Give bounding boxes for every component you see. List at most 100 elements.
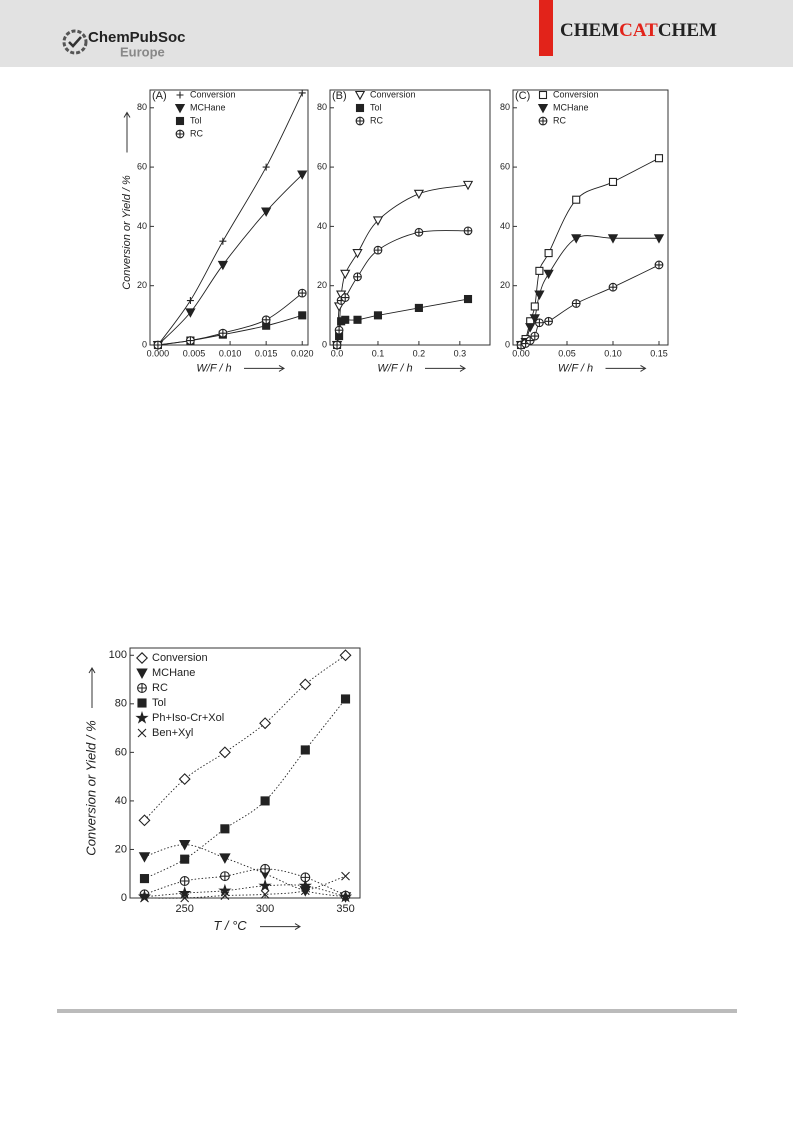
marker-part (355, 103, 365, 113)
marker (571, 234, 582, 244)
marker-part (299, 678, 312, 691)
marker (414, 227, 424, 237)
marker-part (298, 878, 312, 892)
plot-frame (129, 647, 361, 899)
marker-part (180, 854, 190, 864)
marker-part (338, 889, 353, 903)
marker-part (138, 814, 151, 827)
marker (219, 871, 230, 882)
x-tick-label: 0.020 (291, 348, 314, 358)
marker (353, 272, 362, 282)
marker-part (655, 261, 663, 269)
y-tick-label: 20 (115, 843, 127, 855)
marker-part (372, 216, 384, 226)
marker (218, 746, 231, 759)
marker-part (136, 652, 148, 664)
y-tick-label: 20 (500, 280, 510, 290)
marker-part (525, 323, 536, 333)
marker-part (186, 336, 195, 345)
x-axis-arrow (425, 364, 466, 372)
marker (140, 893, 149, 903)
marker-part (135, 711, 149, 724)
marker (137, 728, 147, 738)
legend-label: MCHane (553, 102, 589, 112)
marker-part (219, 329, 227, 337)
x-tick-label: 0.10 (604, 348, 622, 358)
legend-label: Tol (370, 102, 382, 112)
marker (220, 824, 230, 834)
y-tick-label: 0 (121, 892, 127, 904)
marker-part (535, 318, 544, 327)
marker-part (260, 864, 270, 874)
marker-part (137, 728, 147, 738)
y-tick-label: 80 (500, 102, 510, 112)
marker (139, 874, 150, 884)
header-band (0, 0, 793, 67)
marker (179, 876, 190, 886)
marker-part (339, 649, 352, 662)
marker-part (654, 154, 664, 163)
marker (136, 668, 148, 679)
series-line (144, 698, 346, 879)
marker (298, 878, 312, 892)
marker (299, 678, 312, 691)
marker (607, 234, 619, 244)
marker-part (180, 893, 190, 903)
marker-part (607, 234, 619, 244)
marker-part (335, 326, 343, 335)
marker (654, 154, 664, 163)
x-axis-label: W/F / h (377, 362, 412, 374)
marker-part (217, 260, 228, 271)
marker (352, 249, 363, 259)
marker (174, 103, 186, 114)
marker-part (341, 293, 350, 302)
x-tick-label: 0.010 (219, 348, 242, 358)
plot-frame (329, 89, 491, 346)
marker (334, 325, 344, 335)
marker (262, 163, 270, 171)
marker-part (414, 303, 423, 312)
marker-part (174, 103, 186, 114)
logo-icon (62, 29, 88, 55)
marker (534, 290, 545, 300)
marker-part (463, 294, 473, 304)
series-line (520, 264, 660, 346)
marker-part (220, 824, 230, 834)
marker-part (298, 289, 307, 297)
marker-part (571, 234, 582, 244)
marker-part (219, 853, 231, 864)
marker (373, 311, 383, 320)
marker (354, 90, 366, 101)
marker (298, 89, 306, 97)
marker-part (178, 840, 191, 851)
marker-part (373, 311, 383, 320)
marker-part (136, 668, 148, 679)
series-line (157, 314, 303, 346)
marker (260, 889, 270, 899)
y-tick-label: 80 (115, 698, 127, 710)
marker (137, 889, 152, 903)
marker (653, 234, 665, 244)
marker-part (261, 207, 272, 217)
marker-part (530, 332, 539, 340)
marker (261, 315, 271, 325)
plot-frame (512, 89, 669, 346)
marker (535, 266, 544, 275)
marker-part (572, 195, 581, 204)
brand-sub: Europe (120, 44, 165, 59)
y-tick-label: 40 (115, 795, 127, 807)
legend-label: MCHane (152, 667, 195, 679)
y-tick-label: 80 (317, 102, 327, 112)
y-axis-arrow (123, 111, 131, 153)
x-tick-label: 0.0 (331, 348, 344, 358)
marker-part (529, 314, 540, 324)
y-tick-label: 40 (500, 221, 510, 231)
x-tick-label: 0.2 (413, 348, 426, 358)
marker-part (374, 246, 382, 254)
x-tick-label: 250 (176, 903, 194, 915)
x-tick-label: 350 (336, 903, 354, 915)
marker (340, 694, 351, 704)
y-tick-label: 0 (505, 339, 510, 349)
marker (175, 129, 185, 139)
marker (176, 91, 184, 99)
